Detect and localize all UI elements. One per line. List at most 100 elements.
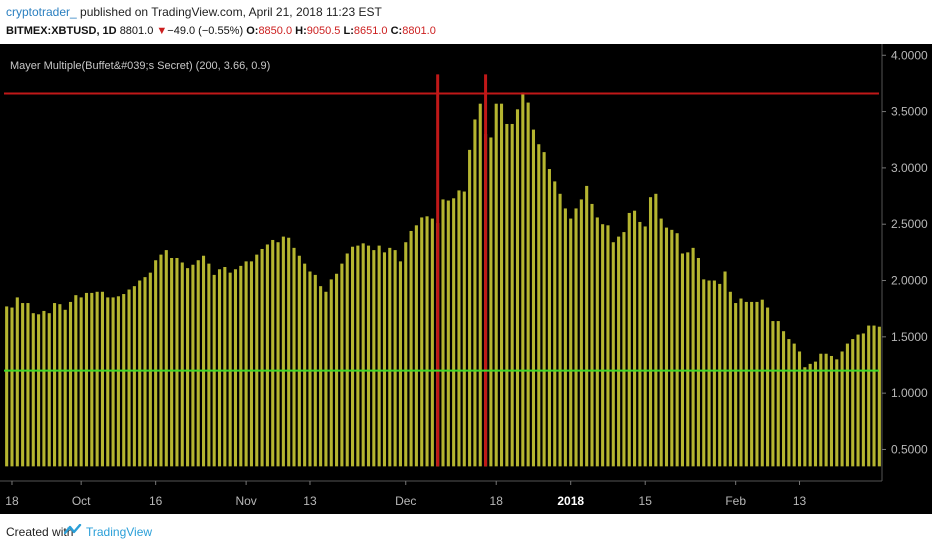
- bar: [468, 149, 472, 467]
- bar: [824, 353, 828, 467]
- bar: [872, 325, 876, 467]
- bar: [116, 296, 120, 467]
- bar: [851, 339, 855, 467]
- bar: [196, 260, 200, 467]
- bar: [723, 271, 727, 467]
- x-tick-label: 15: [639, 494, 653, 508]
- bar: [228, 272, 232, 467]
- x-tick-label: 2018: [557, 494, 584, 508]
- bar: [633, 210, 637, 467]
- open-label: O:: [246, 25, 259, 37]
- bar: [771, 321, 775, 467]
- bar: [148, 272, 152, 467]
- bar: [10, 307, 14, 467]
- bar: [766, 307, 770, 467]
- bar: [606, 225, 610, 467]
- bar: [782, 331, 786, 467]
- indicator-label: Mayer Multiple(Buffet&#039;s Secret) (20…: [10, 60, 270, 72]
- last-price: 8801.0: [119, 25, 154, 37]
- bar: [585, 185, 589, 467]
- low-label: L:: [343, 25, 354, 37]
- bar: [510, 123, 514, 467]
- bar: [329, 279, 333, 467]
- bar: [638, 221, 642, 467]
- bar: [281, 236, 285, 467]
- bar: [760, 299, 764, 467]
- bar: [526, 102, 530, 467]
- bar: [537, 144, 541, 467]
- bar: [372, 250, 376, 467]
- bar: [271, 239, 275, 467]
- bar: [244, 261, 248, 467]
- bar: [696, 257, 700, 467]
- bar: [170, 257, 174, 467]
- bar: [202, 255, 206, 467]
- bar: [319, 286, 323, 467]
- bar: [808, 363, 812, 467]
- bar: [675, 233, 679, 467]
- bar: [164, 250, 168, 467]
- bar: [191, 264, 195, 467]
- bar: [574, 208, 578, 467]
- bar: [462, 191, 466, 467]
- x-tick-label: 13: [303, 494, 317, 508]
- bar: [265, 244, 269, 467]
- author-link[interactable]: cryptotrader_: [6, 5, 77, 19]
- bar: [792, 343, 796, 467]
- bar: [100, 291, 104, 467]
- x-tick-label: Oct: [72, 494, 91, 508]
- bar: [276, 242, 280, 467]
- symbol-label: BITMEX:XBTUSD, 1D: [6, 25, 117, 37]
- bar: [627, 212, 631, 467]
- bar: [351, 246, 355, 467]
- bar: [478, 103, 482, 467]
- header: cryptotrader_ published on TradingView.c…: [0, 0, 932, 44]
- bar: [356, 245, 360, 467]
- bar: [505, 123, 509, 467]
- bar: [249, 261, 253, 467]
- x-tick-label: 18: [5, 494, 19, 508]
- close-label: C:: [390, 25, 403, 37]
- bar: [414, 225, 418, 467]
- publication-info: cryptotrader_ published on TradingView.c…: [6, 5, 382, 19]
- bar: [494, 103, 498, 467]
- bar: [186, 268, 190, 467]
- mayer-multiple-chart[interactable]: 4.0000 3.5000 3.0000 2.5000 2.0000 1.5000 1.00…: [0, 44, 932, 514]
- bar: [53, 303, 57, 467]
- bar: [531, 129, 536, 467]
- bar: [441, 199, 445, 467]
- bar: [664, 227, 669, 467]
- bar: [377, 245, 381, 467]
- bar: [595, 217, 599, 467]
- symbol-info: BITMEX:XBTUSD, 1D 8801.0 ▼−49.0 (−0.55%)…: [6, 25, 436, 37]
- bar: [590, 203, 594, 467]
- bar: [398, 261, 402, 467]
- bar: [499, 103, 504, 467]
- bar: [446, 200, 450, 467]
- bar: [404, 242, 408, 467]
- bar: [712, 280, 716, 467]
- bar: [345, 253, 349, 467]
- bar: [366, 245, 371, 467]
- y-tick-label: 1.0000: [891, 386, 928, 400]
- bar: [127, 289, 131, 467]
- bar: [175, 257, 179, 467]
- bar: [797, 351, 802, 467]
- bar: [803, 367, 807, 467]
- bar: [308, 271, 312, 467]
- bar: [409, 230, 413, 467]
- bar: [569, 218, 573, 467]
- bar: [260, 248, 264, 467]
- tradingview-brand[interactable]: TradingView: [86, 525, 153, 539]
- bar: [787, 339, 791, 467]
- bar: [755, 301, 759, 467]
- bar: [718, 283, 722, 467]
- bar: [861, 333, 865, 467]
- bar: [654, 193, 658, 467]
- bar: [111, 297, 115, 467]
- down-arrow-icon: ▼: [156, 25, 168, 37]
- bar: [138, 280, 142, 467]
- bar: [31, 313, 35, 467]
- chart-area[interactable]: 4.0000 3.5000 3.0000 2.5000 2.0000 1.5000 1.00…: [0, 44, 932, 514]
- y-tick-label: 1.5000: [891, 330, 928, 344]
